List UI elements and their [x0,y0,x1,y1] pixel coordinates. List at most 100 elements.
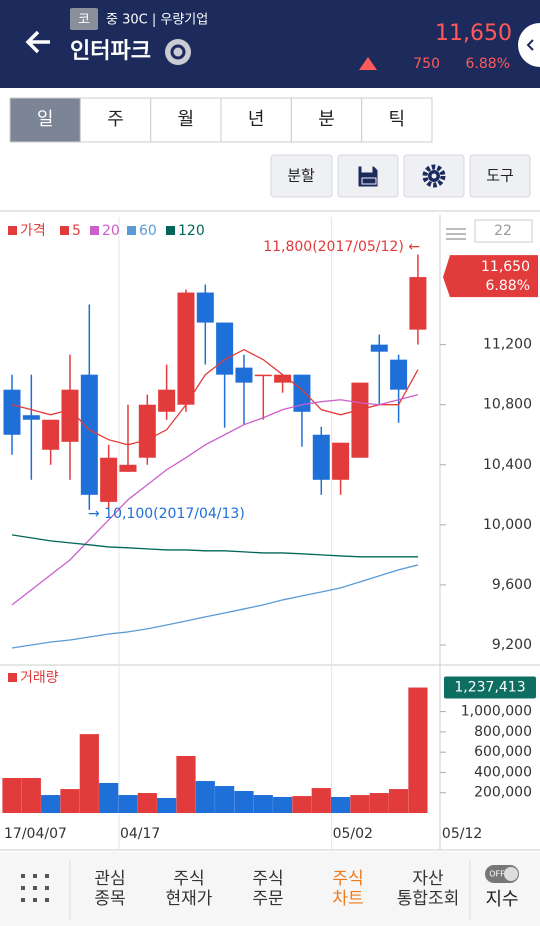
x-tick-label: 05/02 [333,826,373,842]
nav-item[interactable]: 관심 [94,869,125,889]
candle-body [100,457,118,502]
volume-bar [41,795,61,813]
candle-body [390,359,408,390]
volume-tag-label: 1,237,413 [454,680,525,696]
tool-label: 도구 [486,167,514,185]
nav-item[interactable]: 자산 [412,869,444,889]
nav-item[interactable]: 주문 [252,889,283,909]
volume-bar [176,756,196,813]
market-badge: 코 [78,13,90,28]
candle-body [274,374,292,383]
legend-swatch [90,226,99,235]
candle-body [119,464,137,472]
period-tab[interactable] [150,97,222,143]
period-tab[interactable] [220,97,292,143]
price-tag [443,255,538,298]
volume-bar [350,795,370,813]
period-tab-label: 월 [178,109,195,130]
candle-body [332,442,350,480]
period-tab-label: 틱 [389,109,406,130]
y-tick-label: 10,000 [483,517,532,533]
period-tab[interactable] [361,97,433,143]
menu-icon[interactable] [446,228,466,240]
candle-body [254,374,272,377]
low-annotation: → 10,100(2017/04/13) [88,506,245,522]
candle-body [293,374,311,412]
back-button[interactable] [25,30,50,54]
count-box[interactable] [474,219,533,243]
period-tab-label: 주 [107,109,124,130]
candle-body [3,389,21,435]
nav-item[interactable]: 종목 [94,889,125,909]
stock-name: 인터파크 [70,39,151,64]
candle-body [196,292,214,323]
volume-bar [292,796,312,813]
nav-item[interactable]: 통합조회 [397,889,460,909]
candle-body [42,419,60,450]
high-annotation: 11,800(2017/05/12) ← [263,239,420,255]
volume-bar [60,789,80,813]
legend-swatch [127,226,136,235]
moving-average [11,564,419,649]
search-icon-ring [170,44,186,60]
toggle-label: OFF [489,870,505,879]
market-badge-bg [70,8,98,30]
moving-average [11,348,419,446]
period-tab-label: 년 [248,109,265,130]
volume-tag [444,676,536,699]
volume-bar [118,795,138,813]
y-tick-label: 9,600 [492,577,532,593]
current-price: 11,650 [435,21,512,46]
legend-swatch [8,673,17,682]
nav-item[interactable]: 현재가 [166,889,213,909]
candle-body [138,404,156,458]
search-icon[interactable] [165,39,191,65]
save-icon [357,165,379,188]
visible-count[interactable]: 22 [494,223,512,239]
up-triangle [359,57,377,70]
index-label[interactable]: 지수 [485,889,518,910]
x-tick-label: 17/04/07 [4,826,67,842]
y-tick-label: 10,400 [483,457,532,473]
y-tick-label: 10,800 [483,397,532,413]
legend-label: 거래량 [20,670,59,686]
period-tab[interactable] [79,97,152,143]
tool-label: 분할 [287,167,315,185]
volume-bar [273,796,293,813]
period-tab[interactable] [9,97,81,143]
menu-grid-icon[interactable] [21,874,49,902]
candle-body [22,415,40,420]
candle-body [80,374,98,495]
volume-bar [408,687,428,813]
side-handle-arrow [526,39,534,51]
legend-label: 20 [102,223,120,239]
nav-item[interactable]: 주식 [332,869,363,889]
nav-item[interactable]: 주식 [252,869,283,889]
candle-body [351,382,369,458]
candle-body [409,277,427,330]
candle-body [235,367,253,383]
volume-bar [389,789,409,813]
y-tick-label: 800,000 [474,724,532,740]
volume-bar [21,778,41,813]
nav-item[interactable]: 주식 [173,869,204,889]
volume-bar [157,797,177,813]
candle-body [177,292,195,405]
legend-swatch [8,226,17,235]
tool-button[interactable] [270,154,333,198]
volume-bar [137,793,157,813]
nav-item[interactable]: 차트 [332,889,363,909]
volume-bar [2,778,22,813]
y-tick-label: 1,000,000 [461,704,532,720]
y-tick-label: 400,000 [474,764,532,780]
period-tab-label: 일 [37,109,54,130]
volume-bar [79,734,99,813]
y-tick-label: 11,200 [483,337,532,353]
tool-button[interactable] [469,154,531,198]
candle-body [216,322,234,375]
y-tick-label: 600,000 [474,744,532,760]
legend-label: 가격 [20,223,46,239]
volume-bar [99,782,119,813]
candle-body [158,389,176,412]
